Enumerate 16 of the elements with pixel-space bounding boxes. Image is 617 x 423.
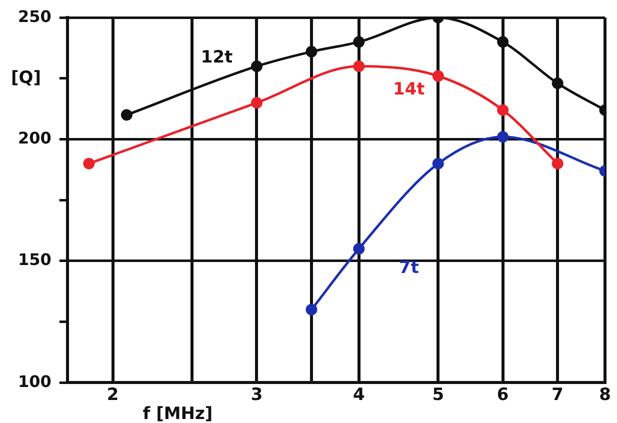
x-tick-label: 6: [496, 385, 509, 406]
x-tick-label: 4: [352, 385, 365, 406]
y-tick-label: 100: [18, 372, 52, 391]
y-tick-label: 200: [18, 128, 52, 148]
series-label: 14t: [392, 80, 425, 100]
x-tick-label: 8: [599, 385, 611, 406]
x-tick-label: 5: [432, 385, 444, 406]
y-tick-label: 250: [18, 6, 52, 26]
y-axis-title: [Q]: [11, 68, 41, 88]
x-tick-label: 7: [552, 385, 564, 406]
y-tick-label: 150: [18, 250, 52, 270]
x-tick-label: 3: [250, 385, 263, 406]
x-axis-title: f [MHz]: [142, 404, 213, 423]
series-label: 12t: [200, 48, 233, 68]
text: 7t: [398, 258, 419, 278]
x-tick-label: 2: [106, 385, 119, 406]
